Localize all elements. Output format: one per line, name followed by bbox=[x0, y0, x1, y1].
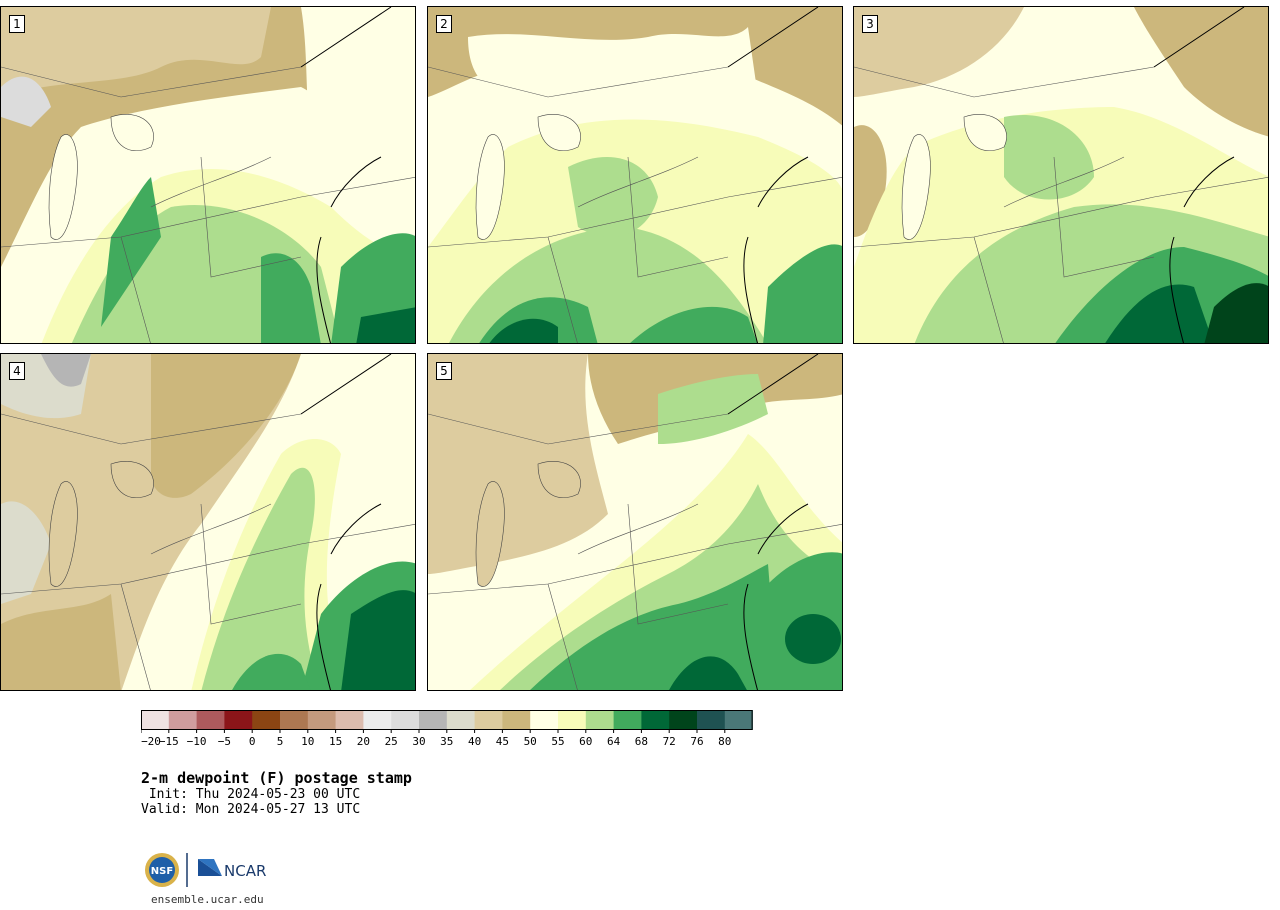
colorbar-tick-label: 15 bbox=[329, 735, 342, 748]
dewpoint-map bbox=[1, 7, 415, 343]
colorbar-tick-label: 0 bbox=[249, 735, 256, 748]
colorbar-swatch bbox=[558, 710, 587, 730]
colorbar-swatch bbox=[724, 710, 753, 730]
colorbar-tick-label: 40 bbox=[468, 735, 481, 748]
colorbar-tick-label: −20 bbox=[141, 735, 161, 748]
colorbar-tick-label: 5 bbox=[277, 735, 284, 748]
panel-label: 5 bbox=[436, 362, 452, 380]
map-panel-3: 3 bbox=[853, 6, 1269, 344]
colorbar-swatch bbox=[363, 710, 392, 730]
map-panel-5: 5 bbox=[427, 353, 843, 691]
dewpoint-map bbox=[854, 7, 1268, 343]
colorbar-swatch bbox=[419, 710, 448, 730]
colorbar-swatch bbox=[530, 710, 559, 730]
colorbar-tick-label: 55 bbox=[551, 735, 564, 748]
colorbar-swatch bbox=[335, 710, 364, 730]
colorbar-swatch bbox=[141, 710, 170, 730]
colorbar-swatch bbox=[391, 710, 420, 730]
panel-label: 2 bbox=[436, 15, 452, 33]
colorbar-tick-label: 72 bbox=[663, 735, 676, 748]
colorbar-border bbox=[141, 710, 753, 730]
panel-label: 1 bbox=[9, 15, 25, 33]
colorbar-tick-label: 64 bbox=[607, 735, 621, 748]
colorbar-swatch bbox=[697, 710, 726, 730]
init-time: Init: Thu 2024-05-23 00 UTC bbox=[141, 787, 361, 802]
colorbar-tick-label: 30 bbox=[412, 735, 425, 748]
colorbar-tick-label: 45 bbox=[496, 735, 509, 748]
colorbar-swatch bbox=[669, 710, 698, 730]
colorbar-swatch bbox=[502, 710, 531, 730]
colorbar-tick-label: −5 bbox=[218, 735, 231, 748]
colorbar-tick-label: 76 bbox=[690, 735, 703, 748]
colorbar-tick-label: 35 bbox=[440, 735, 453, 748]
nsf-logo-text: NSF bbox=[151, 866, 173, 877]
colorbar-swatch bbox=[168, 710, 197, 730]
panel-label: 3 bbox=[862, 15, 878, 33]
colorbar-swatch bbox=[446, 710, 475, 730]
colorbar-swatch bbox=[280, 710, 309, 730]
map-panel-2: 2 bbox=[427, 6, 843, 344]
colorbar-tick-label: −15 bbox=[159, 735, 179, 748]
colorbar-swatch bbox=[641, 710, 670, 730]
ncar-logo-text: NCAR bbox=[224, 862, 266, 880]
logos: NSF NCAR bbox=[145, 853, 266, 887]
chart-title: 2-m dewpoint (F) postage stamp bbox=[141, 769, 412, 787]
colorbar-swatch bbox=[252, 710, 281, 730]
colorbar-tick-label: 25 bbox=[385, 735, 398, 748]
colorbar-tick-label: 50 bbox=[524, 735, 537, 748]
colorbar-swatch bbox=[613, 710, 642, 730]
dewpoint-map bbox=[428, 354, 842, 690]
colorbar-swatch bbox=[224, 710, 253, 730]
colorbar: −20−15 −10 −5 0 5 10 15 20 25 30 35 40 45 50 55 60 64 68 7… bbox=[141, 710, 753, 748]
colorbar-tick-label: 68 bbox=[635, 735, 648, 748]
valid-time: Valid: Mon 2024-05-27 13 UTC bbox=[141, 802, 361, 817]
colorbar-swatch bbox=[585, 710, 614, 730]
colorbar-tick-label: 80 bbox=[718, 735, 731, 748]
site-url: ensemble.ucar.edu bbox=[151, 893, 264, 906]
colorbar-tick-label: 20 bbox=[357, 735, 370, 748]
colorbar-swatch bbox=[307, 710, 336, 730]
colorbar-tick-label: 10 bbox=[301, 735, 314, 748]
colorbar-tick-label: 60 bbox=[579, 735, 592, 748]
colorbar-swatch bbox=[196, 710, 225, 730]
colorbar-swatch bbox=[474, 710, 503, 730]
dewpoint-map bbox=[428, 7, 842, 343]
nsf-logo-icon: NSF bbox=[145, 853, 179, 887]
map-panel-4: 4 bbox=[0, 353, 416, 691]
panel-label: 4 bbox=[9, 362, 25, 380]
map-panel-1: 1 bbox=[0, 6, 416, 344]
colorbar-tick-label: −10 bbox=[187, 735, 207, 748]
ncar-logo-icon: NCAR bbox=[198, 859, 266, 880]
dewpoint-map bbox=[1, 354, 415, 690]
